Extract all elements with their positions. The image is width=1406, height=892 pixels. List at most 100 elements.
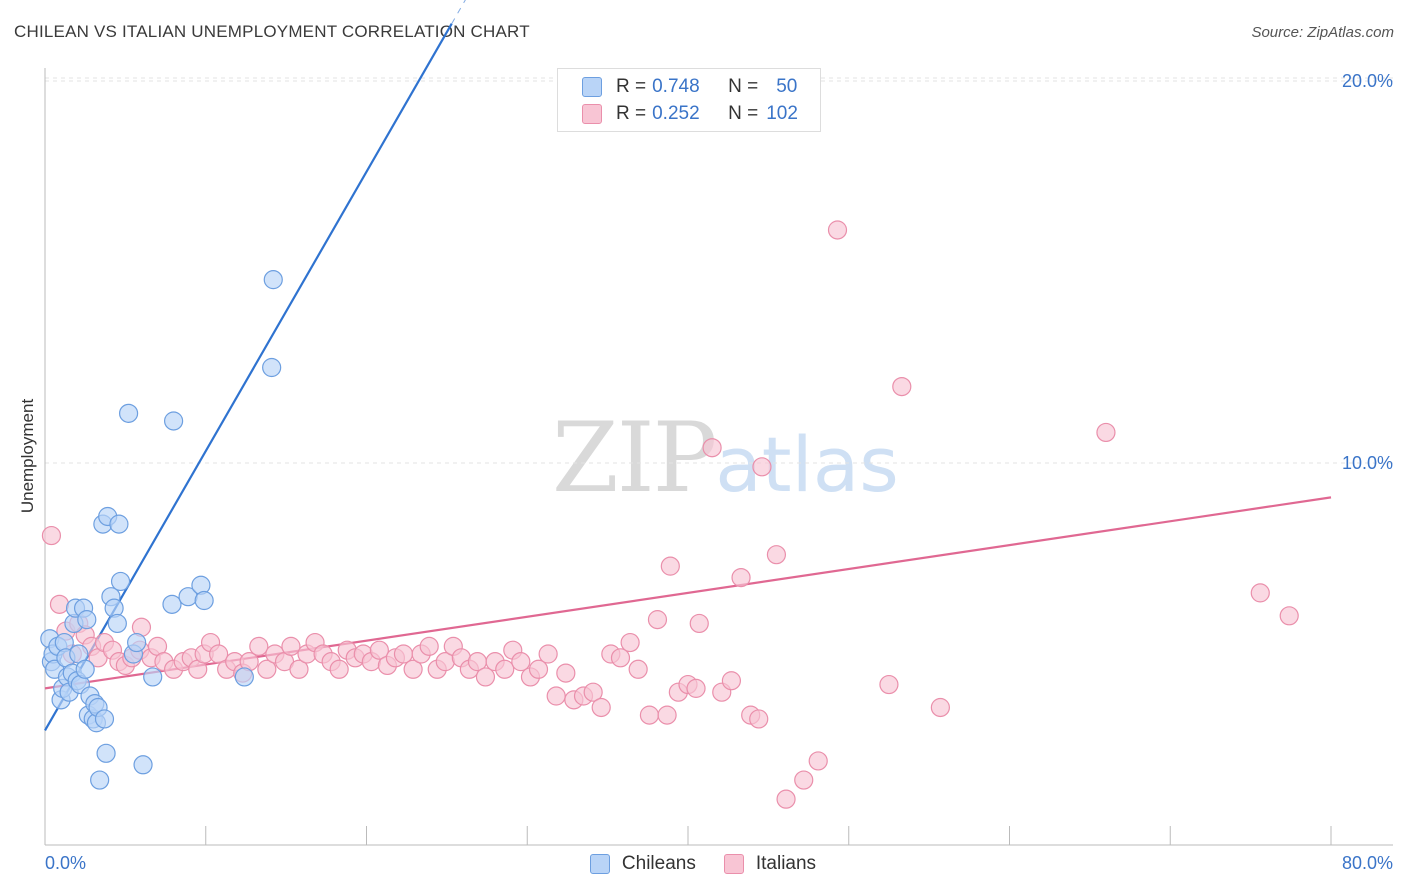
italians-point (257, 659, 277, 679)
italians-legend-swatch (723, 854, 744, 874)
italians-point (620, 632, 640, 653)
chileans-point (109, 514, 129, 534)
italians-point (639, 705, 660, 725)
italians-swatch (582, 104, 602, 124)
watermark-zip-text: ZIP (552, 402, 717, 514)
italians-point (511, 652, 531, 672)
chileans-point (77, 610, 97, 630)
r-label: R = (616, 76, 647, 97)
italians-point (546, 686, 566, 706)
italians-point (657, 705, 677, 725)
chileans-point (118, 403, 139, 423)
n-label: N = (728, 76, 759, 97)
italians-point (827, 220, 848, 240)
chileans-point (110, 571, 131, 592)
italians-point (583, 682, 603, 702)
italians-point (369, 640, 389, 660)
italians-point (752, 457, 772, 477)
italians-point (1279, 606, 1299, 626)
italians-point (1096, 422, 1116, 443)
chileans-point (263, 270, 283, 290)
legend-row-italians: R = 0.252 N = 102 (582, 101, 798, 127)
tick-labels: 10.0%20.0%30.0%40.0%0.0%80.0% (45, 71, 1393, 873)
italians-point (1250, 583, 1270, 603)
data-points (40, 220, 1299, 809)
italians-point (281, 636, 301, 656)
chileans-legend-swatch (589, 854, 610, 874)
italians-point (879, 674, 899, 695)
italians-point (721, 671, 742, 691)
italians-point (689, 613, 709, 634)
watermark-atlas-text: atlas (715, 420, 899, 509)
italians-point (419, 636, 439, 656)
italians-trend-line (44, 496, 1332, 690)
chileans-swatch (582, 77, 602, 97)
italians-point (647, 610, 668, 630)
legend-item-italians[interactable]: Italians (723, 853, 817, 875)
chileans-point (90, 770, 110, 790)
italians-n-value: 102 (766, 103, 798, 124)
italians-point (686, 678, 706, 698)
chileans-point (107, 613, 127, 634)
chileans-point (164, 411, 184, 431)
legend-row-chileans: R = 0.748 N = 50 (582, 74, 797, 100)
axes (44, 68, 1393, 846)
series-legend: Chileans Italians (0, 852, 1406, 876)
chileans-trend-extension (451, 0, 466, 24)
italians-point (628, 659, 648, 679)
chileans-point (75, 659, 95, 679)
chart-title: CHILEAN VS ITALIAN UNEMPLOYMENT CORRELAT… (14, 22, 530, 41)
italians-point (528, 659, 549, 679)
chileans-point (143, 667, 163, 687)
italians-point (591, 697, 611, 718)
italians-point (766, 545, 787, 565)
italians-point (556, 663, 576, 683)
x-tick-label-max: 80.0% (1342, 853, 1393, 873)
italians-point (495, 659, 515, 679)
y-tick-label: 10.0% (1342, 453, 1393, 473)
r-label: R = (616, 103, 647, 124)
italians-point (329, 659, 349, 679)
chileans-r-value: 0.748 (652, 76, 700, 97)
chileans-point (94, 709, 115, 729)
italians-legend-label: Italians (755, 853, 817, 874)
chileans-point (127, 632, 147, 653)
correlation-legend: R = 0.748 N = 50 R = 0.252 N = 102 (557, 68, 821, 132)
zipatlas-watermark: ZIPatlas (552, 402, 899, 514)
italians-point (289, 659, 309, 679)
italians-point (209, 644, 229, 664)
legend-item-chileans[interactable]: Chileans (589, 853, 696, 875)
chileans-n-value: 50 (776, 76, 798, 97)
chileans-point (262, 357, 282, 378)
italians-point (660, 556, 680, 576)
italians-point (49, 594, 70, 614)
italians-point (794, 770, 814, 790)
italians-point (403, 659, 423, 679)
n-label: N = (728, 103, 759, 124)
chileans-point (96, 743, 116, 763)
chileans-legend-label: Chileans (621, 853, 696, 874)
italians-point (41, 525, 62, 546)
italians-point (808, 751, 828, 771)
chileans-point (162, 594, 182, 614)
chileans-trend-line (44, 23, 453, 731)
y-tick-label: 20.0% (1342, 71, 1393, 91)
italians-point (610, 648, 631, 668)
italians-point (776, 789, 796, 809)
x-tick-label-min: 0.0% (45, 853, 86, 873)
source-credit: Source: ZipAtlas.com (1251, 24, 1394, 41)
chileans-point (194, 590, 214, 611)
italians-r-value: 0.252 (652, 103, 700, 124)
chileans-point (133, 755, 153, 775)
italians-point (930, 697, 950, 718)
chileans-point (234, 667, 254, 687)
italians-point (702, 438, 722, 458)
italians-point (538, 644, 558, 664)
italians-point (749, 709, 769, 729)
italians-point (249, 636, 269, 656)
italians-point (892, 377, 912, 397)
y-axis-label: Unemployment (18, 398, 37, 514)
italians-point (731, 567, 751, 588)
italians-point (475, 667, 496, 687)
